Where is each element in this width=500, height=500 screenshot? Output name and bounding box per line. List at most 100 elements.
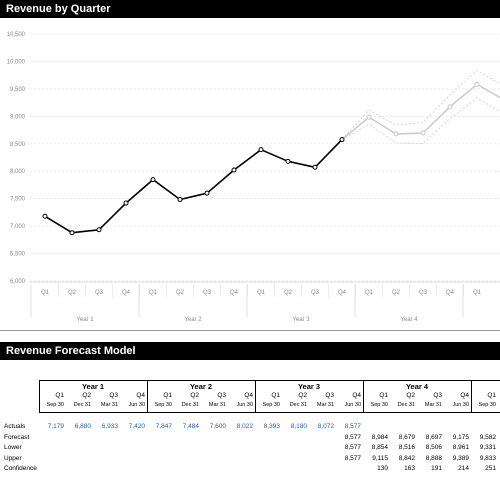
- table-cell: 191: [431, 465, 442, 472]
- x-tick-label: Q3: [95, 290, 104, 296]
- forecast-bound-line: [341, 97, 500, 144]
- table-cell: 7,484: [182, 423, 199, 430]
- chart-points: [42, 81, 480, 236]
- date-header: Jun 30: [452, 402, 469, 408]
- actuals-point: [312, 164, 318, 170]
- row-label: Forecast: [4, 433, 30, 441]
- table-cell: 9,582: [479, 433, 496, 441]
- table-cell: 8,393: [263, 423, 280, 430]
- x-tick-label: Q3: [311, 290, 320, 296]
- x-tick-label: Q2: [68, 290, 77, 296]
- table-cell: 8,577: [344, 454, 361, 462]
- x-tick-label: Q3: [419, 290, 428, 296]
- quarter-header: Q1: [271, 392, 280, 399]
- actuals-line: [44, 139, 343, 234]
- forecast-point: [366, 114, 372, 120]
- chart-series-lines: [44, 83, 500, 234]
- date-header: Dec 31: [181, 402, 199, 408]
- actuals-point: [69, 230, 75, 236]
- year-group-label: Year 4: [400, 317, 418, 323]
- x-tick-label: Q2: [176, 290, 185, 296]
- quarter-header: Q2: [190, 392, 199, 399]
- year-header: Year 4: [405, 382, 429, 391]
- quarter-header: Q2: [406, 392, 415, 399]
- table-cell: 9,833: [479, 454, 496, 462]
- quarter-header: Q3: [325, 392, 334, 399]
- table-cell: 6,933: [101, 423, 118, 430]
- x-tick-label: Q4: [230, 290, 239, 296]
- year-header: Year 1: [81, 382, 105, 391]
- table-cell: 8,577: [344, 433, 361, 441]
- date-header: Sep 30: [262, 402, 280, 408]
- x-tick-label: Q1: [473, 290, 482, 296]
- x-tick-label: Q1: [257, 290, 266, 296]
- table-cell: 8,984: [371, 433, 388, 441]
- date-header: Mar 31: [316, 402, 334, 408]
- actuals-point: [258, 147, 264, 153]
- table-header-box: [39, 380, 500, 413]
- y-tick-label: 7,000: [10, 224, 26, 230]
- quarter-header: Q2: [82, 392, 91, 399]
- date-header: Sep 30: [370, 402, 388, 408]
- table-cell: 8,180: [290, 423, 307, 430]
- date-header: Mar 31: [208, 402, 226, 408]
- table-cell: 8,842: [398, 454, 415, 462]
- chart-axes: 6,000 6,500 7,000 7,500 8,000 8,500 9,000 9,500…: [7, 32, 500, 323]
- forecast-point: [393, 131, 399, 137]
- forecast-line: [341, 83, 500, 141]
- table-cell: 8,022: [236, 423, 253, 430]
- x-tick-label: Q1: [149, 290, 158, 296]
- y-tick-label: 8,500: [10, 142, 26, 148]
- year-group-label: Year 2: [184, 317, 202, 323]
- x-tick-label: Q4: [122, 290, 131, 296]
- actuals-point: [123, 200, 129, 206]
- table-cell: 214: [458, 465, 469, 472]
- chart-section-title: Revenue by Quarter: [0, 0, 500, 18]
- date-header: Dec 31: [289, 402, 307, 408]
- date-header: Dec 31: [397, 402, 415, 408]
- x-tick-label: Q4: [446, 290, 455, 296]
- x-tick-label: Q1: [41, 290, 50, 296]
- quarter-header: Q1: [487, 392, 496, 399]
- x-tick-label: Q4: [338, 290, 347, 296]
- x-tick-label: Q3: [203, 290, 212, 296]
- row-label: Confidence: [4, 465, 37, 472]
- year-divider: [471, 380, 472, 413]
- actuals-point: [231, 167, 237, 173]
- year-group-label: Year 1: [76, 317, 94, 323]
- row-label: Actuals: [4, 423, 26, 430]
- chart-gridlines: [30, 33, 500, 282]
- forecast-point: [447, 104, 453, 110]
- table-cell: 8,577: [344, 444, 361, 451]
- table-cell: 7,179: [47, 423, 64, 430]
- actuals-point: [339, 137, 345, 143]
- table-cell: 8,961: [452, 444, 469, 451]
- date-header: Dec 31: [73, 402, 91, 408]
- table-cell: 9,389: [452, 454, 469, 462]
- y-tick-label: 10,000: [7, 59, 26, 65]
- table-cell: 7,847: [155, 423, 172, 430]
- table-cell: 8,697: [425, 433, 442, 441]
- section-divider: [0, 330, 500, 331]
- date-header: Sep 30: [478, 402, 496, 408]
- forecast-band-lines: [341, 70, 500, 144]
- x-tick-label: Q2: [284, 290, 293, 296]
- table-cell: 9,115: [372, 454, 388, 462]
- quarter-header: Q4: [136, 392, 145, 399]
- quarter-header: Q3: [217, 392, 226, 399]
- quarter-header: Q4: [244, 392, 253, 399]
- y-tick-label: 6,500: [10, 252, 26, 258]
- actuals-point: [150, 177, 156, 183]
- forecast-bound-line: [341, 70, 500, 140]
- actuals-point: [42, 213, 48, 219]
- table-cell: 8,854: [371, 444, 388, 451]
- year-header: Year 3: [297, 382, 321, 391]
- table-section-title: Revenue Forecast Model: [0, 342, 500, 360]
- quarter-header: Q1: [163, 392, 172, 399]
- quarter-header: Q3: [433, 392, 442, 399]
- actuals-point: [177, 197, 183, 203]
- table-cell: 251: [485, 465, 496, 472]
- table-cell: 130: [377, 465, 388, 472]
- x-tick-label: Q1: [365, 290, 374, 296]
- y-tick-label: 10,500: [7, 32, 26, 38]
